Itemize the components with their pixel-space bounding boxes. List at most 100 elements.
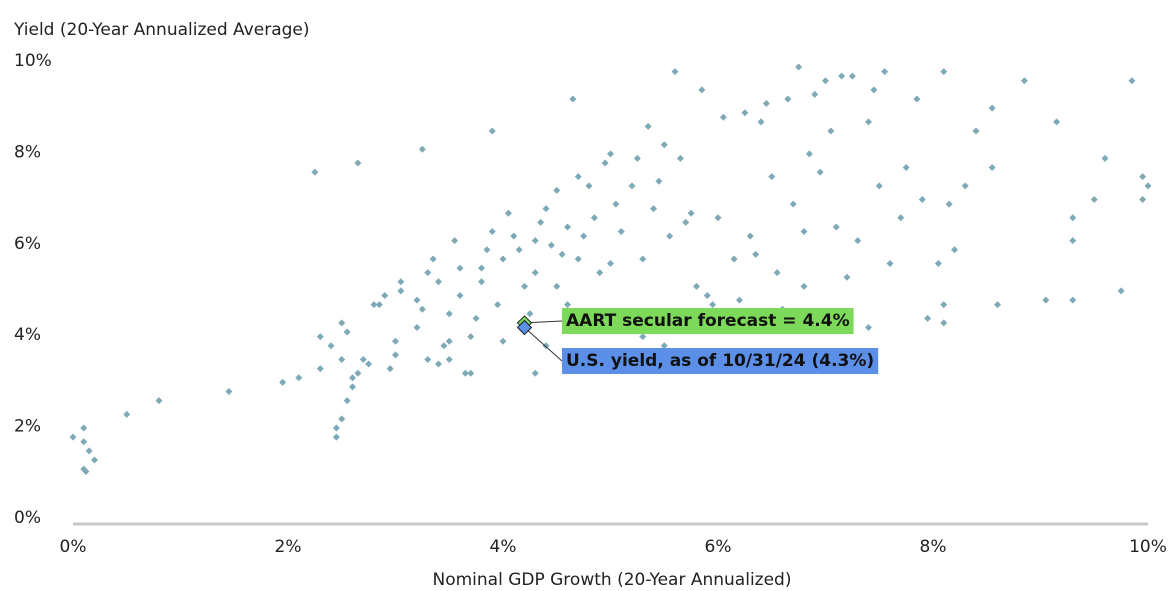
point [69,433,77,441]
point [633,154,641,162]
point [805,150,813,158]
point [768,173,776,181]
point [483,246,491,254]
point [349,383,356,391]
point [865,118,872,126]
point [918,196,926,204]
point [392,337,399,345]
point [343,397,351,405]
point [746,232,754,240]
x-tick-label: 8% [920,537,947,557]
point [424,269,432,277]
point [1090,196,1098,204]
point [1042,296,1050,304]
connector [524,327,563,362]
point [784,95,792,103]
point [418,145,426,153]
point [934,260,942,268]
point [461,369,469,377]
point [773,269,781,277]
y-tick-label: 8% [14,142,41,162]
point [429,255,437,263]
point [972,127,980,135]
point [80,424,88,432]
point [359,355,367,363]
y-tick-label: 4% [14,325,41,345]
point [440,342,448,350]
point [612,200,620,208]
point [569,95,577,103]
point [445,355,453,363]
point [628,182,636,190]
point [886,260,894,268]
point [601,159,609,167]
point [752,250,760,258]
point [365,360,373,368]
point [843,273,851,281]
point [349,374,356,382]
point [499,337,507,345]
point [467,333,475,341]
point [940,319,948,327]
x-tick-label: 2% [275,537,302,557]
point [590,214,598,222]
point [354,369,362,377]
point [1020,77,1028,85]
point [472,314,480,322]
point [311,168,319,176]
x-tick-label: 6% [705,537,732,557]
point [504,209,512,217]
point [832,223,840,231]
point [1144,182,1152,190]
point [445,310,453,318]
point [838,72,846,80]
point [332,424,340,432]
point [639,333,647,341]
point [279,378,287,386]
point [730,255,738,263]
point [703,292,711,299]
point [881,68,889,76]
point [451,237,459,245]
point [392,351,399,359]
point [424,355,432,363]
point [488,228,496,236]
point [488,127,496,135]
highlight-label: AART secular forecast = 4.4% [566,311,850,331]
point [531,269,539,277]
point [940,301,948,309]
point [741,109,749,117]
point [435,360,442,368]
point [951,246,958,254]
point [456,264,464,272]
point [682,218,690,226]
point [865,323,872,331]
point [789,200,797,208]
point [316,365,324,373]
y-axis-title: Yield (20-Year Annualized Average) [13,20,310,40]
point [123,410,131,418]
point [370,301,378,309]
highlight-point [516,319,533,336]
point [91,456,98,464]
point [736,296,743,304]
point [800,228,808,236]
point [499,255,507,263]
point [80,438,88,446]
point [515,246,523,254]
x-tick-label: 0% [60,537,87,557]
point [924,314,932,322]
point [795,63,803,71]
point [762,100,770,108]
point [564,223,571,231]
y-tick-label: 2% [14,417,41,437]
point [225,387,233,395]
point [644,122,652,130]
x-tick-label: 10% [1129,537,1167,557]
point [1139,173,1147,181]
point [687,209,695,217]
point [456,292,464,299]
point [547,241,555,249]
point [85,447,93,455]
